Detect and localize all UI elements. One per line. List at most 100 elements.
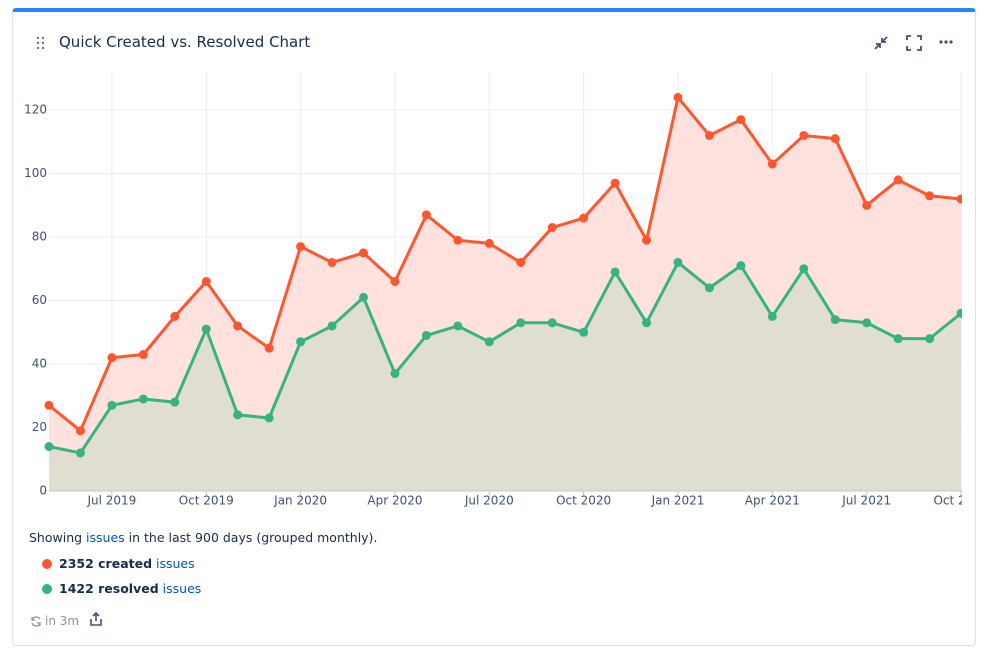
refresh-icon xyxy=(31,616,41,627)
point xyxy=(233,410,243,420)
point xyxy=(453,321,463,331)
point xyxy=(547,318,557,328)
x-tick-label: Oct 2019 xyxy=(179,494,234,508)
x-tick-label: Jul 2021 xyxy=(841,494,891,508)
legend-label: 2352 created xyxy=(59,556,153,571)
y-tick-label: 60 xyxy=(32,293,47,307)
point xyxy=(390,277,400,286)
point xyxy=(830,134,840,144)
point xyxy=(453,235,463,245)
point xyxy=(484,337,494,347)
gadget-title: Quick Created vs. Resolved Chart xyxy=(59,33,311,51)
point xyxy=(799,264,809,274)
y-tick-label: 120 xyxy=(24,103,47,117)
point xyxy=(736,261,746,271)
point xyxy=(107,400,117,410)
point xyxy=(75,448,85,458)
x-tick-label: Oct 2021 xyxy=(933,494,988,508)
legend-dot xyxy=(42,559,52,569)
x-tick-label: Jan 2021 xyxy=(651,494,705,508)
point xyxy=(44,442,54,452)
summary: Showing issues in the last 900 days (gro… xyxy=(29,530,377,545)
x-tick-label: Jan 2020 xyxy=(273,494,327,508)
y-tick-label: 0 xyxy=(39,484,47,498)
y-tick-label: 100 xyxy=(24,166,47,180)
summary-suffix: in the last 900 days (grouped monthly). xyxy=(128,530,378,545)
point xyxy=(359,248,368,258)
point xyxy=(421,330,431,340)
legend-link[interactable]: issues xyxy=(156,556,195,571)
share-button[interactable] xyxy=(89,611,103,627)
legend-item: 1422 resolved issues xyxy=(59,581,201,596)
y-tick-label: 80 xyxy=(32,230,47,244)
point xyxy=(264,413,274,423)
point xyxy=(610,267,620,277)
fullscreen-button[interactable] xyxy=(905,34,923,52)
x-tick-label: Apr 2021 xyxy=(745,494,800,508)
issues-link[interactable]: issues xyxy=(86,530,125,545)
line xyxy=(48,95,962,433)
x-tick-label: Apr 2020 xyxy=(367,494,422,508)
point xyxy=(893,334,903,344)
point xyxy=(579,327,589,337)
point xyxy=(736,115,746,125)
point xyxy=(956,194,962,204)
point xyxy=(799,130,809,140)
point xyxy=(170,311,180,321)
point xyxy=(925,334,935,344)
refresh-text: in 3m xyxy=(45,614,80,628)
point xyxy=(547,223,557,233)
more-button[interactable] xyxy=(938,36,954,48)
area xyxy=(49,262,962,491)
point xyxy=(579,213,589,223)
point xyxy=(138,394,148,404)
point xyxy=(201,277,211,286)
point xyxy=(767,159,777,169)
chart: Jul 2019 Oct 2019 Jan 2020 Apr 2020 Jul 2020… xyxy=(24,72,988,508)
y-tick-label: 40 xyxy=(32,357,47,371)
point xyxy=(767,311,777,321)
point xyxy=(44,400,54,410)
point xyxy=(327,257,337,267)
x-tick-label: Oct 2020 xyxy=(556,494,611,508)
gadget-card xyxy=(12,8,976,646)
line xyxy=(48,260,962,455)
point xyxy=(956,308,962,318)
legend-link[interactable]: issues xyxy=(162,581,202,596)
point xyxy=(421,210,431,220)
point xyxy=(296,337,306,347)
legend-label: 1422 resolved xyxy=(59,581,159,596)
point xyxy=(516,257,526,267)
point xyxy=(642,318,652,328)
y-tick-label: 20 xyxy=(32,420,47,434)
point xyxy=(233,321,243,331)
point xyxy=(673,92,683,102)
point xyxy=(925,191,935,201)
point xyxy=(830,315,840,325)
x-tick-label: Jul 2020 xyxy=(464,494,514,508)
point xyxy=(138,350,148,360)
point xyxy=(201,324,211,334)
legend-dot xyxy=(42,584,52,594)
point xyxy=(862,200,872,210)
point xyxy=(296,242,306,252)
x-tick-label: Jul 2019 xyxy=(86,494,136,508)
point xyxy=(327,321,337,331)
point xyxy=(862,318,872,328)
point xyxy=(107,353,117,363)
point xyxy=(893,175,903,185)
point xyxy=(359,292,368,302)
legend-item: 2352 created issues xyxy=(59,556,195,571)
drag-handle[interactable] xyxy=(36,36,46,50)
point xyxy=(642,235,652,245)
point xyxy=(390,369,400,379)
summary-prefix: Showing xyxy=(29,530,83,545)
point xyxy=(484,238,494,248)
point xyxy=(75,426,85,436)
minimize-button[interactable] xyxy=(872,34,890,52)
point xyxy=(704,283,714,293)
point xyxy=(264,343,274,353)
point xyxy=(673,257,683,267)
point xyxy=(610,178,620,188)
